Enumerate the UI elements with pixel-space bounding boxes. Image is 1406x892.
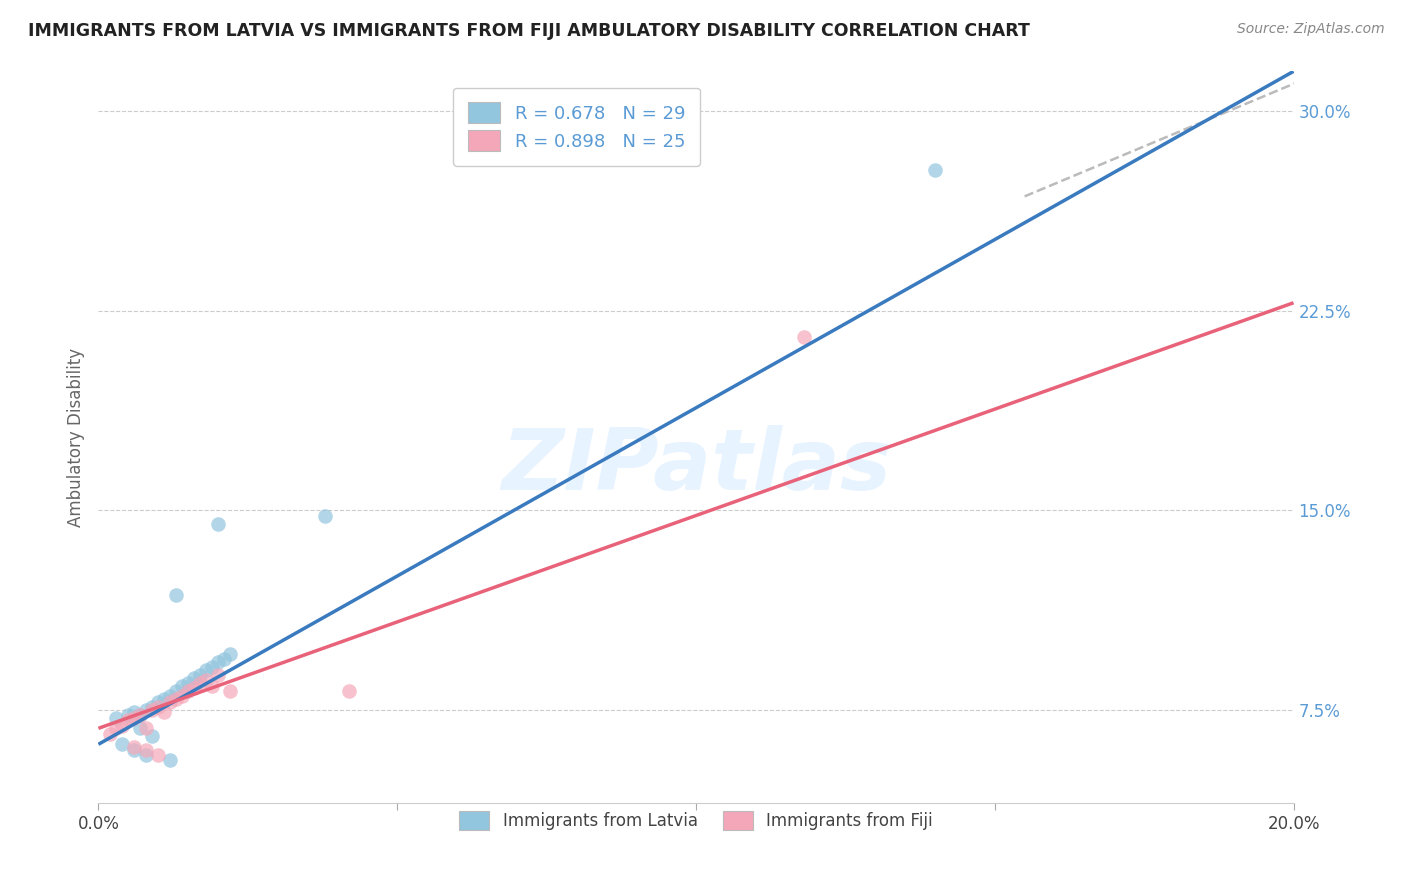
Point [195, 673, 218, 688]
Point [177, 676, 200, 690]
Point [135, 747, 157, 762]
Point [141, 703, 163, 717]
Text: ZIPatlas: ZIPatlas [501, 425, 891, 508]
Point [195, 663, 218, 677]
Point [124, 742, 146, 756]
Point [172, 690, 194, 704]
Point [212, 652, 235, 666]
Point [165, 588, 187, 602]
Point [111, 737, 134, 751]
Point [148, 695, 170, 709]
Point [129, 708, 152, 723]
Point [148, 700, 170, 714]
Point [219, 684, 242, 698]
Point [159, 690, 181, 704]
Point [124, 739, 146, 754]
Point [188, 676, 211, 690]
Point [207, 516, 229, 531]
Point [124, 711, 146, 725]
Point [153, 706, 176, 720]
Point [201, 679, 224, 693]
Point [159, 695, 181, 709]
Y-axis label: Ambulatory Disability: Ambulatory Disability [66, 348, 84, 526]
Point [172, 679, 194, 693]
Point [129, 722, 152, 736]
Legend: Immigrants from Latvia, Immigrants from Fiji: Immigrants from Latvia, Immigrants from … [451, 803, 941, 838]
Point [135, 703, 157, 717]
Point [105, 711, 128, 725]
Point [98, 726, 122, 740]
Point [117, 714, 139, 728]
Point [129, 708, 152, 723]
Point [135, 742, 157, 756]
Point [141, 729, 163, 743]
Text: IMMIGRANTS FROM LATVIA VS IMMIGRANTS FROM FIJI AMBULATORY DISABILITY CORRELATION: IMMIGRANTS FROM LATVIA VS IMMIGRANTS FRO… [28, 22, 1031, 40]
Point [153, 692, 176, 706]
Point [207, 655, 229, 669]
Point [315, 508, 337, 523]
Point [159, 753, 181, 767]
Point [924, 162, 946, 177]
Point [188, 668, 211, 682]
Point [105, 722, 128, 736]
Point [111, 719, 134, 733]
Point [135, 722, 157, 736]
Point [339, 684, 361, 698]
Point [201, 660, 224, 674]
Point [117, 708, 139, 723]
Point [165, 684, 187, 698]
Point [793, 330, 815, 344]
Point [183, 681, 205, 696]
Point [177, 684, 200, 698]
Point [183, 671, 205, 685]
Point [141, 700, 163, 714]
Point [219, 647, 242, 661]
Point [148, 747, 170, 762]
Point [165, 692, 187, 706]
Text: Source: ZipAtlas.com: Source: ZipAtlas.com [1237, 22, 1385, 37]
Point [124, 706, 146, 720]
Point [207, 668, 229, 682]
